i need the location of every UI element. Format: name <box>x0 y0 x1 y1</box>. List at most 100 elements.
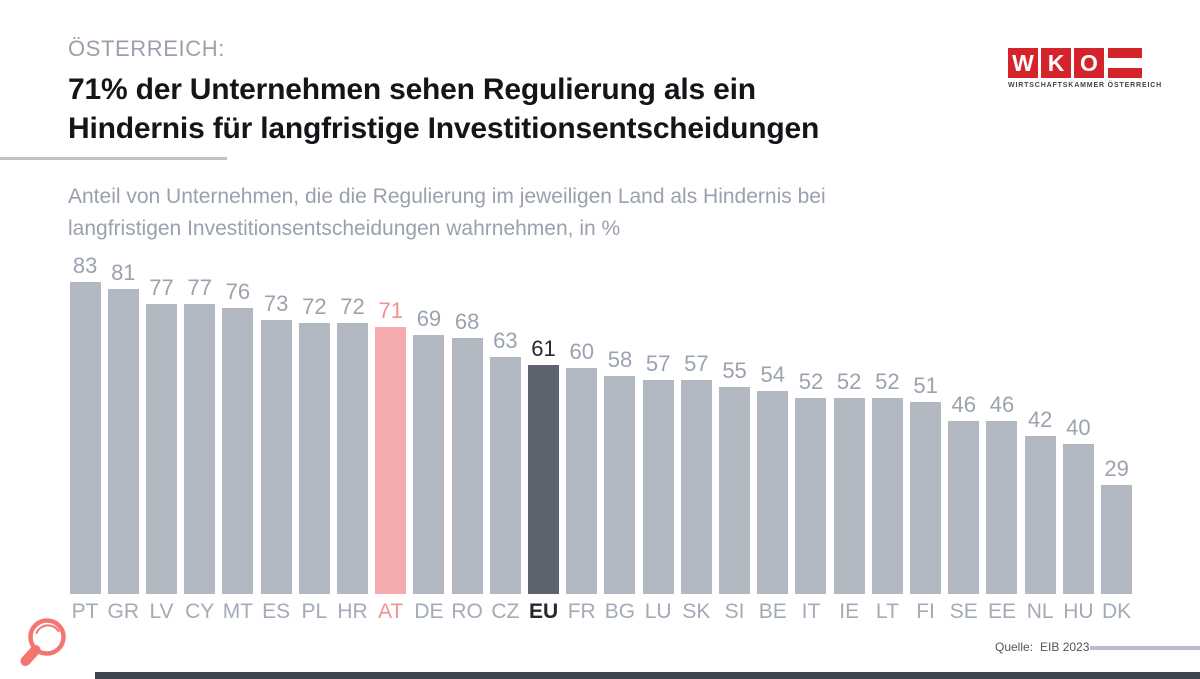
bar-it <box>795 398 827 594</box>
category-label-de: DE <box>414 600 444 623</box>
category-label-gr: GR <box>107 600 140 623</box>
logo-letter-k: K <box>1041 48 1071 78</box>
category-label-dk: DK <box>1101 600 1132 623</box>
bar-value-label-hu: 40 <box>1066 415 1091 440</box>
bar-value-label-eu: 61 <box>531 336 556 361</box>
source-divider-line <box>1090 646 1200 650</box>
bar-ie <box>833 398 865 594</box>
bar-value-label-gr: 81 <box>111 260 136 285</box>
source-label: Quelle: <box>995 640 1034 654</box>
bottom-accent-bar <box>95 672 1200 679</box>
bar-column-gr: 81 GR <box>104 255 142 623</box>
bar-si <box>719 387 751 594</box>
logo-letter-o: O <box>1074 48 1104 78</box>
category-label-lv: LV <box>149 600 174 623</box>
page-title-line1: 71% der Unternehmen sehen Regulierung al… <box>68 73 756 106</box>
bar-value-label-bg: 58 <box>607 347 633 372</box>
bar-column-nl: 42 NL <box>1021 255 1059 622</box>
chart-subtitle: Anteil von Unternehmen, die die Regulier… <box>68 181 826 245</box>
bar-column-lt: 52 LT <box>868 255 906 622</box>
bar-de <box>413 335 445 594</box>
bar-column-es: 73 ES <box>257 255 295 622</box>
bar-column-be: 54 BE <box>754 255 792 622</box>
bar-value-label-mt: 76 <box>225 279 251 304</box>
category-label-cz: CZ <box>491 600 520 623</box>
bar-column-eu: 61 EU <box>524 255 562 622</box>
bar-hr <box>337 323 369 594</box>
flag-stripe-red-bottom <box>1108 68 1142 78</box>
bar-value-label-ie: 52 <box>836 369 862 394</box>
chart-subtitle-line1: Anteil von Unternehmen, die die Regulier… <box>68 185 826 208</box>
bar-value-label-lu: 57 <box>645 351 671 376</box>
bar-column-se: 46 SE <box>945 255 983 622</box>
category-label-bg: BG <box>604 600 636 623</box>
bar-column-sk: 57 SK <box>677 255 715 622</box>
bar-column-ie: 52 IE <box>830 255 868 622</box>
bar-column-ro: 68 RO <box>448 255 486 623</box>
bar-fr <box>566 368 598 594</box>
bar-column-at: 71 AT <box>372 255 410 622</box>
page-title: 71% der Unternehmen sehen Regulierung al… <box>68 70 819 148</box>
bar-value-label-de: 69 <box>416 306 442 331</box>
bar-ro <box>451 338 483 594</box>
category-label-hu: HU <box>1063 600 1094 623</box>
bar-value-label-ee: 46 <box>989 392 1015 417</box>
flag-stripe-red-top <box>1108 48 1142 58</box>
bar-value-label-be: 54 <box>760 362 785 387</box>
chart-subtitle-line2: langfristigen Investitionsentscheidungen… <box>68 217 621 240</box>
category-label-nl: NL <box>1026 600 1054 623</box>
bar-lt <box>871 398 903 594</box>
bar-value-label-lv: 77 <box>149 275 174 300</box>
bar-column-si: 55 SI <box>715 255 753 622</box>
bar-column-pl: 72 PL <box>295 255 333 622</box>
bar-value-label-fi: 51 <box>913 373 938 398</box>
bar-mt <box>222 308 254 594</box>
bar-ee <box>986 421 1018 594</box>
category-label-si: SI <box>724 600 745 623</box>
bar-value-label-pt: 83 <box>72 253 98 278</box>
bar-hu <box>1062 444 1094 594</box>
bar-value-label-fr: 60 <box>569 339 594 364</box>
bar-value-label-hr: 72 <box>340 294 365 319</box>
bar-column-bg: 58 BG <box>601 255 639 622</box>
bar-column-fr: 60 FR <box>563 255 601 622</box>
bar-column-lv: 77 LV <box>142 255 180 622</box>
page-title-line2: Hindernis für langfristige Investitionse… <box>68 112 820 145</box>
bar-value-label-at: 71 <box>378 298 403 323</box>
bar-column-cy: 77 CY <box>181 255 219 622</box>
category-label-fi: FI <box>916 600 935 623</box>
bar-value-label-se: 46 <box>951 392 977 417</box>
bar-gr <box>107 289 139 594</box>
bar-value-label-pl: 72 <box>302 294 327 319</box>
category-label-ee: EE <box>987 600 1016 623</box>
category-label-ie: IE <box>839 600 860 623</box>
bar-column-pt: 83 PT <box>66 255 104 622</box>
bar-column-mt: 76 MT <box>219 255 257 622</box>
bar-at <box>375 327 407 594</box>
category-label-eu: EU <box>528 600 559 623</box>
wko-logo: W K O WIRTSCHAFTSKAMMER ÖSTERREICH <box>1008 48 1163 89</box>
bar-column-cz: 63 CZ <box>486 255 524 622</box>
bar-dk <box>1101 485 1133 594</box>
bar-column-lu: 57 LU <box>639 255 677 622</box>
kicker: ÖSTERREICH: <box>68 36 225 61</box>
category-label-se: SE <box>949 600 978 623</box>
category-label-be: BE <box>758 600 787 623</box>
bar-value-label-es: 73 <box>263 291 289 316</box>
bar-value-label-ro: 68 <box>454 309 480 334</box>
bar-be <box>757 391 789 594</box>
bar-value-label-sk: 57 <box>684 351 709 376</box>
source-note: Quelle: EIB 2023 <box>995 640 1089 654</box>
flag-stripe-white <box>1108 58 1142 68</box>
bar-chart: 83 PT 81 GR 77 LV 77 CY 76 MT 73 ES 72 PL 72 HR 71 AT 69 DE… <box>66 255 1136 622</box>
bar-value-label-cz: 63 <box>493 328 518 353</box>
bar-column-de: 69 DE <box>410 255 448 622</box>
bar-lv <box>146 304 177 594</box>
logo-subtext: WIRTSCHAFTSKAMMER ÖSTERREICH <box>1008 82 1163 89</box>
category-label-hr: HR <box>337 600 368 623</box>
bar-value-label-nl: 42 <box>1027 407 1053 432</box>
bar-value-label-cy: 77 <box>187 275 212 300</box>
category-label-cy: CY <box>185 600 215 623</box>
bar-cz <box>489 357 521 594</box>
